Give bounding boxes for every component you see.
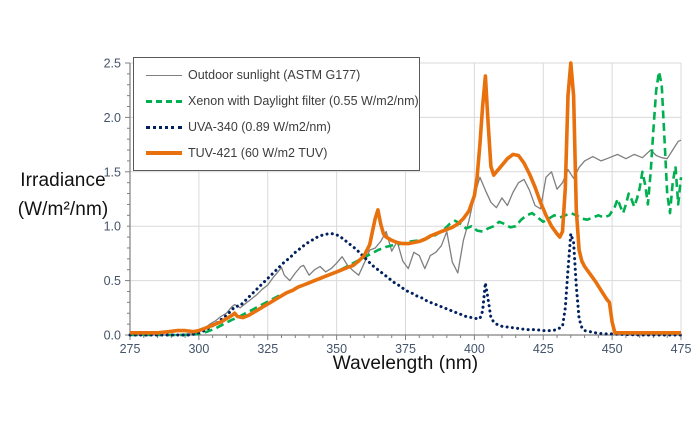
x-axis-title: Wavelength (nm) — [332, 353, 479, 374]
legend-item-tuv421: TUV-421 (60 W/m2 TUV) — [146, 141, 409, 165]
y-tick-label: 2.0 — [104, 111, 121, 125]
series-line-sunlight — [130, 139, 682, 336]
legend-label-sunlight: Outdoor sunlight (ASTM G177) — [188, 68, 361, 82]
sunlight-line-sample-icon — [146, 74, 182, 76]
y-tick-label: 1.0 — [104, 220, 121, 234]
series-line-uva340 — [128, 232, 683, 337]
xenon-dashed-line-sample-icon — [146, 99, 182, 103]
legend-item-sunlight: Outdoor sunlight (ASTM G177) — [146, 63, 409, 87]
legend-label-xenon: Xenon with Daylight filter (0.55 W/m2/nm… — [188, 94, 419, 108]
y-tick-label: 0.0 — [104, 329, 121, 343]
y-axis-title-line1: Irradiance — [20, 170, 106, 191]
y-tick-label: 0.5 — [104, 274, 121, 288]
y-tick-label: 2.5 — [104, 57, 121, 71]
tuv421-line-sample-icon — [146, 151, 182, 155]
legend-item-xenon: Xenon with Daylight filter (0.55 W/m2/nm… — [146, 89, 419, 113]
y-axis-title: Irradiance (W/m²/nm) — [0, 167, 126, 224]
x-tick-label: 375 — [395, 342, 416, 356]
x-tick-label: 350 — [326, 342, 347, 356]
legend: Outdoor sunlight (ASTM G177) Xenon with … — [133, 57, 420, 171]
x-tick-label: 450 — [602, 342, 623, 356]
y-axis-title-line2: (W/m²/nm) — [17, 198, 109, 220]
x-tick-label: 425 — [533, 342, 554, 356]
y-tick-label: 1.5 — [104, 165, 121, 179]
uva340-dotted-line-sample-icon — [146, 125, 182, 129]
legend-label-tuv421: TUV-421 (60 W/m2 TUV) — [188, 146, 328, 160]
x-tick-label: 300 — [188, 342, 209, 356]
series-line-tuv421 — [130, 61, 681, 335]
x-tick-label: 275 — [120, 342, 141, 356]
x-tick-label: 475 — [671, 342, 692, 356]
x-tick-label: 400 — [464, 342, 485, 356]
legend-item-uva340: UVA-340 (0.89 W/m2/nm) — [146, 115, 409, 139]
legend-label-uva340: UVA-340 (0.89 W/m2/nm) — [188, 120, 331, 134]
x-tick-label: 325 — [257, 342, 278, 356]
